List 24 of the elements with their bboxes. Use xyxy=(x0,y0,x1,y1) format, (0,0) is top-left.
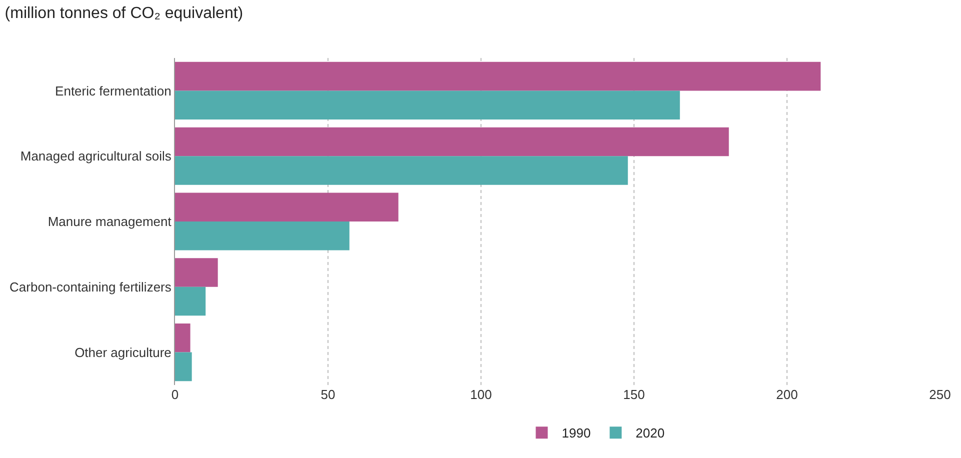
x-tick-label: 100 xyxy=(470,387,492,402)
bar xyxy=(175,62,821,91)
x-tick-label: 150 xyxy=(623,387,645,402)
legend-label: 2020 xyxy=(636,426,665,441)
y-tick-label: Enteric fermentation xyxy=(55,83,172,98)
y-tick-label: Manure management xyxy=(48,214,172,230)
y-tick-label: Other agriculture xyxy=(74,344,172,360)
x-tick-label: 200 xyxy=(776,387,798,402)
x-tick-label: 250 xyxy=(929,387,951,402)
x-tick-label: 50 xyxy=(320,387,336,402)
bar xyxy=(175,258,218,287)
y-tick-label: Carbon-containing fertilizers xyxy=(10,279,172,294)
legend-label: 1990 xyxy=(562,426,591,441)
bar xyxy=(175,192,398,222)
bar xyxy=(175,324,190,352)
bar xyxy=(175,286,206,316)
chart-title: (million tonnes of CO₂ equivalent) xyxy=(4,5,244,22)
y-tick-label: Managed agricultural soils xyxy=(20,148,172,164)
bar xyxy=(175,352,192,382)
x-tick-label: 0 xyxy=(171,387,179,402)
bar xyxy=(175,222,350,250)
bar xyxy=(175,156,628,185)
bar xyxy=(175,90,680,120)
bar xyxy=(175,127,729,156)
